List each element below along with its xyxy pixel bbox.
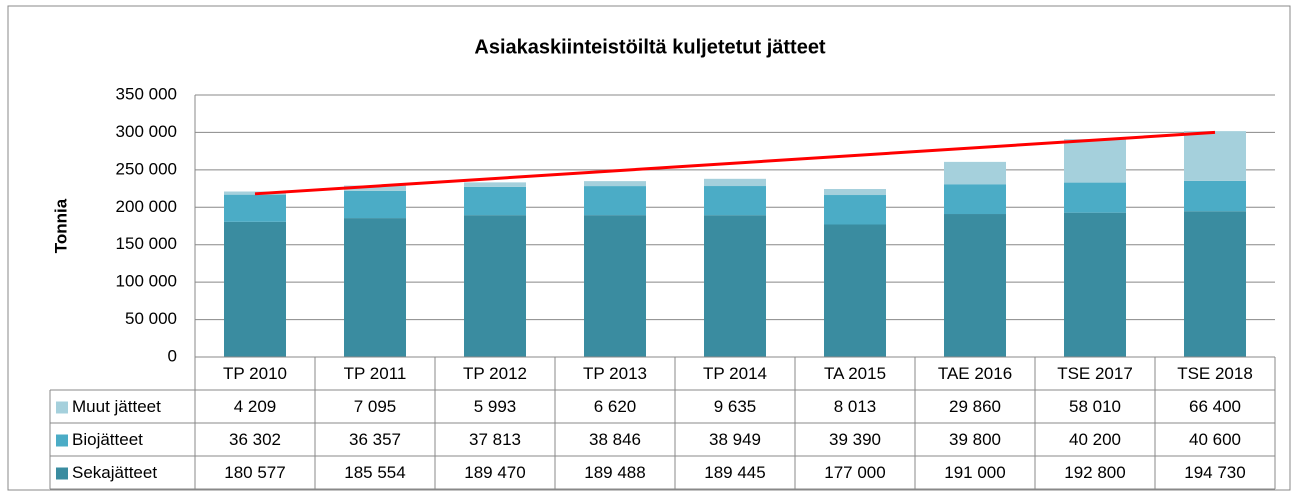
data-label: 37 813 [469, 430, 521, 449]
legend-swatch [56, 467, 68, 480]
bar-segment [704, 215, 766, 357]
data-label: 58 010 [1069, 397, 1121, 416]
bar-segment [224, 221, 286, 357]
y-tick-label: 100 000 [116, 272, 177, 291]
x-tick-label: TP 2013 [583, 364, 647, 383]
data-label: 8 013 [834, 397, 877, 416]
data-label: 189 445 [704, 463, 765, 482]
legend-swatch [56, 434, 68, 447]
y-tick-label: 350 000 [116, 84, 177, 103]
bar-segment [824, 189, 886, 196]
data-label: 5 993 [474, 397, 517, 416]
data-label: 192 800 [1064, 463, 1125, 482]
bar-segment [1064, 139, 1126, 183]
legend-label: Sekajätteet [72, 463, 157, 482]
bar-segment [704, 178, 766, 187]
bar-segment [584, 181, 646, 187]
x-tick-label: TA 2015 [824, 364, 886, 383]
data-label: 180 577 [224, 463, 285, 482]
data-label: 40 200 [1069, 430, 1121, 449]
x-tick-label: TAE 2016 [938, 364, 1012, 383]
data-label: 36 357 [349, 430, 401, 449]
bar-segment [464, 182, 526, 187]
bar-segment [704, 186, 766, 216]
y-tick-label: 150 000 [116, 234, 177, 253]
data-label: 40 600 [1189, 430, 1241, 449]
bar-segment [464, 215, 526, 357]
trend-line [254, 130, 1216, 196]
bar-segment [344, 218, 406, 357]
data-label: 6 620 [594, 397, 637, 416]
x-tick-label: TP 2014 [703, 364, 767, 383]
data-label: 7 095 [354, 397, 397, 416]
data-label: 39 390 [829, 430, 881, 449]
bar-segment [464, 186, 526, 216]
data-label: 38 949 [709, 430, 761, 449]
y-tick-label: 250 000 [116, 159, 177, 178]
data-label: 9 635 [714, 397, 757, 416]
legend-label: Muut jätteet [72, 397, 161, 416]
bar-segment [1184, 180, 1246, 212]
data-label: 177 000 [824, 463, 885, 482]
x-tick-label: TSE 2018 [1177, 364, 1253, 383]
bar-segment [944, 184, 1006, 215]
bar-segment [944, 214, 1006, 357]
data-label: 189 488 [584, 463, 645, 482]
data-label: 29 860 [949, 397, 1001, 416]
data-label: 189 470 [464, 463, 525, 482]
y-tick-label: 200 000 [116, 197, 177, 216]
x-tick-label: TP 2011 [344, 364, 407, 383]
bar-segment [824, 195, 886, 225]
y-tick-label: 300 000 [116, 122, 177, 141]
data-label: 185 554 [344, 463, 405, 482]
bar-segment [1064, 212, 1126, 357]
legend-label: Biojätteet [72, 430, 143, 449]
data-label: 191 000 [944, 463, 1005, 482]
bar-segment [1184, 211, 1246, 357]
x-tick-label: TP 2010 [223, 364, 287, 383]
data-label: 38 846 [589, 430, 641, 449]
y-axis-label: Tonnia [51, 198, 70, 253]
bar-segment [344, 190, 406, 219]
bar-segment [1064, 182, 1126, 213]
data-label: 66 400 [1189, 397, 1241, 416]
data-label: 39 800 [949, 430, 1001, 449]
bar-segment [224, 194, 286, 222]
x-tick-label: TP 2012 [463, 364, 527, 383]
bar-segment [584, 215, 646, 357]
bar-segment [1184, 131, 1246, 181]
data-label: 194 730 [1184, 463, 1245, 482]
x-tick-label: TSE 2017 [1057, 364, 1133, 383]
bar-segment [344, 185, 406, 191]
data-label: 4 209 [234, 397, 277, 416]
chart-title: Asiakaskiinteistöiltä kuljetetut jätteet [474, 36, 826, 58]
bar-segment [584, 186, 646, 216]
y-tick-label: 50 000 [125, 309, 177, 328]
bar-segment [944, 161, 1006, 185]
y-tick-label: 0 [168, 346, 177, 365]
legend-swatch [56, 401, 68, 414]
bar-segment [824, 224, 886, 357]
data-label: 36 302 [229, 430, 281, 449]
